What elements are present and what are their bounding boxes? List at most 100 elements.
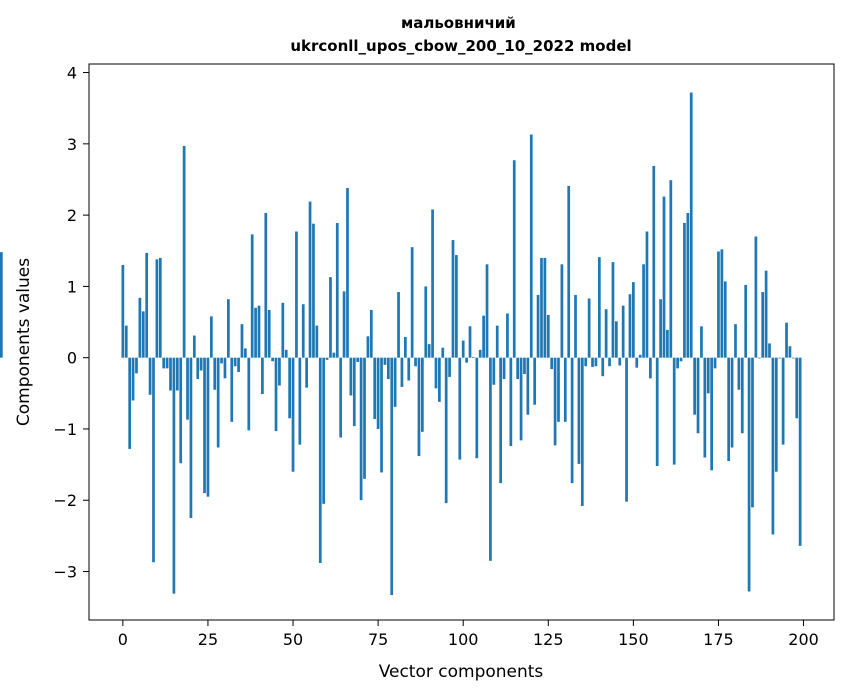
- bar: [618, 357, 622, 366]
- bar: [438, 357, 441, 402]
- bar: [478, 349, 482, 358]
- bar: [291, 357, 295, 472]
- bar: [492, 357, 496, 385]
- bar: [175, 357, 179, 391]
- bar: [567, 185, 571, 358]
- bar: [655, 357, 659, 467]
- bar: [267, 309, 271, 358]
- bar: [397, 292, 400, 358]
- bar: [587, 298, 591, 358]
- bar: [165, 357, 169, 369]
- bar: [516, 357, 520, 380]
- bar: [557, 357, 560, 422]
- bar: [666, 329, 669, 358]
- bar: [608, 357, 611, 367]
- bar: [329, 277, 332, 358]
- bar: [186, 357, 189, 420]
- bar: [230, 357, 234, 422]
- bar: [376, 357, 380, 429]
- bar: [594, 357, 598, 367]
- bar: [332, 352, 336, 358]
- bar: [499, 357, 502, 484]
- bar: [386, 357, 390, 380]
- bar: [553, 357, 557, 446]
- bar: [145, 252, 149, 358]
- bar: [448, 357, 451, 377]
- bar: [274, 357, 278, 432]
- bar: [308, 201, 312, 358]
- bar: [529, 134, 533, 358]
- x-tick-label: 175: [703, 630, 734, 649]
- bar: [696, 357, 700, 434]
- bar: [179, 357, 183, 464]
- bar: [713, 357, 717, 369]
- bar: [611, 262, 615, 358]
- x-tick-label: 125: [533, 630, 564, 649]
- bar: [124, 325, 128, 358]
- bar: [727, 357, 731, 462]
- bar: [614, 321, 618, 358]
- bar: [196, 357, 200, 380]
- y-tick-label: −3: [53, 563, 77, 582]
- bar: [421, 357, 424, 432]
- bar: [737, 357, 741, 390]
- bar: [264, 212, 268, 358]
- bar: [506, 313, 509, 358]
- bar: [461, 340, 465, 358]
- bar: [703, 357, 707, 458]
- bar: [710, 357, 714, 471]
- bar: [795, 357, 799, 419]
- bar: [244, 348, 247, 358]
- bar: [546, 314, 550, 358]
- bar: [785, 322, 788, 358]
- y-tick-label: −1: [53, 420, 77, 439]
- bar: [734, 324, 737, 358]
- bar: [359, 357, 363, 501]
- bar: [669, 180, 673, 358]
- chart-title: мальовничий ukrconll_upos_cbow_200_10_20…: [290, 14, 631, 55]
- bar: [434, 357, 438, 389]
- bar: [791, 357, 795, 359]
- bar: [455, 255, 458, 358]
- bar: [427, 344, 431, 358]
- bar: [700, 326, 703, 358]
- bar: [441, 347, 445, 358]
- bar: [747, 357, 751, 592]
- bar: [509, 357, 513, 447]
- bar: [536, 294, 540, 358]
- bar: [625, 357, 628, 502]
- bar: [424, 286, 428, 358]
- y-axis-label: Components values: [14, 258, 34, 426]
- bar: [335, 222, 339, 358]
- bar: [158, 257, 162, 358]
- bar: [203, 357, 206, 494]
- bar: [495, 325, 499, 358]
- bar: [754, 236, 758, 358]
- bar: [757, 357, 761, 359]
- bar: [652, 165, 656, 358]
- bar: [533, 357, 537, 405]
- bar: [649, 357, 652, 379]
- bar: [642, 264, 645, 358]
- bar: [162, 357, 166, 369]
- bar: [271, 357, 274, 362]
- bar: [135, 357, 138, 374]
- bar: [155, 259, 159, 358]
- bar: [199, 357, 203, 371]
- bar: [284, 349, 288, 358]
- x-tick-label: 200: [788, 630, 819, 649]
- bar: [369, 309, 373, 358]
- bar: [220, 357, 223, 364]
- bar: [213, 357, 217, 390]
- bar: [380, 357, 383, 473]
- bar: [523, 357, 526, 375]
- y-tick-label: 4: [67, 64, 77, 83]
- bar: [216, 357, 220, 448]
- bar: [206, 357, 210, 497]
- bar: [444, 357, 448, 504]
- bar: [458, 357, 462, 460]
- bar: [621, 305, 625, 358]
- bar: [346, 188, 349, 358]
- bar: [356, 357, 360, 362]
- bar: [366, 336, 370, 358]
